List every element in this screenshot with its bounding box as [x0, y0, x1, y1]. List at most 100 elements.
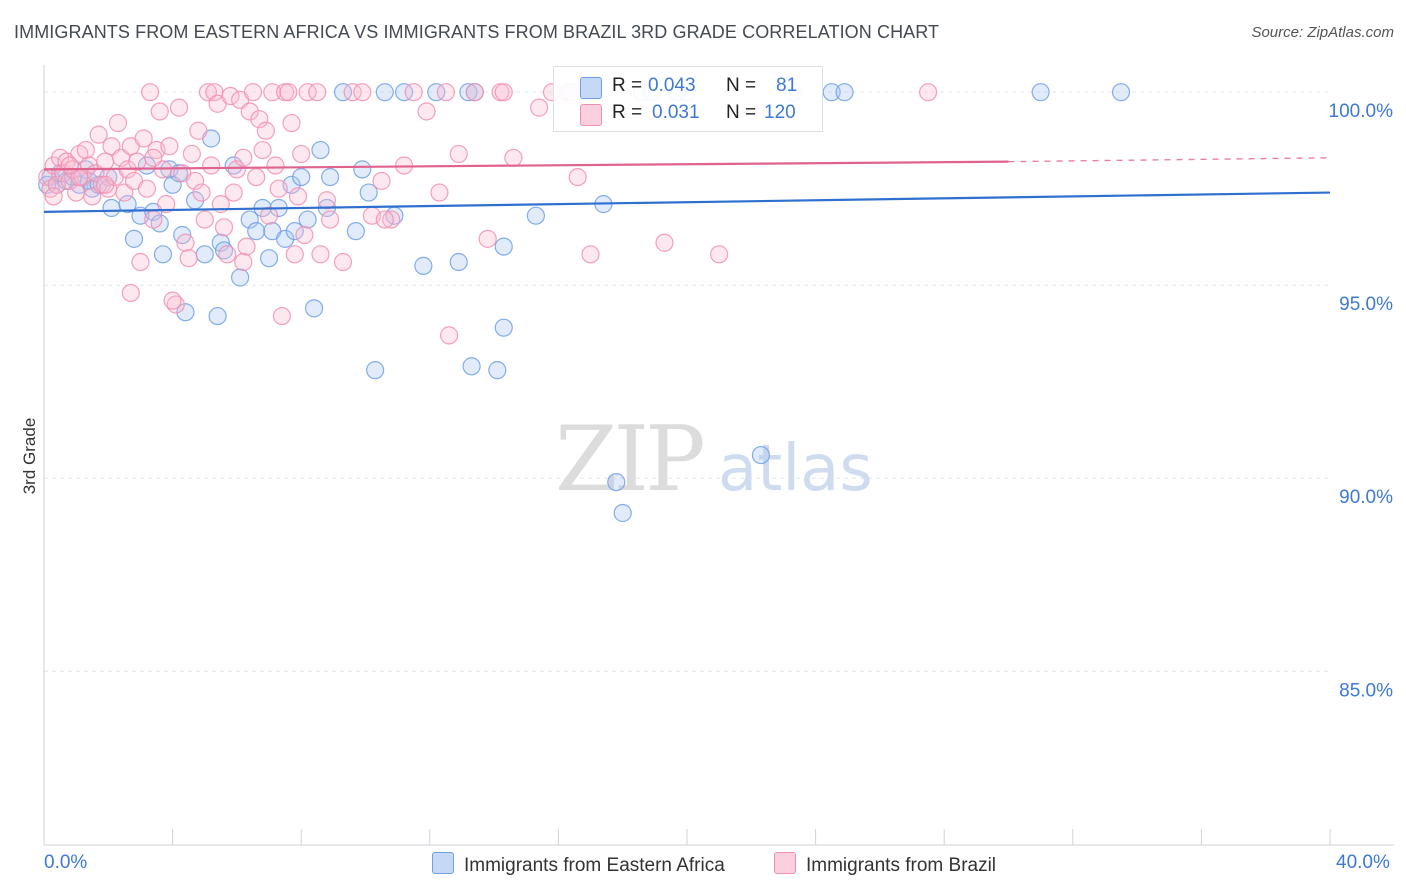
- brazil-point: [530, 98, 549, 117]
- brazil-point: [121, 283, 140, 303]
- brazil-point: [192, 183, 211, 202]
- brazil-point: [179, 249, 198, 268]
- eastern-africa-point: [359, 183, 378, 202]
- brazil-point: [292, 144, 311, 164]
- x-tick-label-min: 0.0%: [44, 852, 88, 873]
- chart-source: Source: ZipAtlas.com: [1251, 24, 1394, 41]
- eastern-africa-point: [124, 229, 144, 248]
- brazil-point: [182, 144, 201, 164]
- eastern-africa-point: [1031, 83, 1050, 102]
- brazil-point: [67, 183, 86, 202]
- brazil-point: [417, 102, 436, 121]
- brazil-point: [272, 306, 292, 326]
- brazil-point: [494, 83, 513, 102]
- eastern-africa-point: [459, 83, 478, 102]
- correlation-legend: R = 0.043 N = 81 R = 0.031 N = 120: [553, 66, 823, 132]
- brazil-point: [247, 167, 266, 187]
- brazil-point: [137, 179, 156, 198]
- brazil-point: [321, 210, 340, 229]
- brazil-point: [382, 210, 401, 229]
- brazil-point: [449, 144, 468, 164]
- brazil-point: [250, 110, 269, 129]
- brazil-point: [504, 148, 523, 167]
- eastern-africa-point: [333, 83, 353, 102]
- legend-r-label: R =: [612, 102, 643, 123]
- eastern-africa-point: [298, 210, 317, 229]
- brazil-point: [95, 175, 115, 194]
- brazil-point: [234, 252, 253, 272]
- legend-n-value: 120: [764, 102, 796, 123]
- brazil-point: [44, 187, 63, 206]
- brazil-point: [102, 137, 121, 156]
- bottom-legend-label: Immigrants from Brazil: [806, 855, 997, 876]
- brazil-point: [140, 83, 160, 102]
- brazil-point: [160, 137, 179, 156]
- eastern-africa-point: [292, 167, 311, 187]
- brazil-point: [430, 183, 449, 202]
- chart-title: IMMIGRANTS FROM EASTERN AFRICA VS IMMIGR…: [14, 22, 940, 42]
- eastern-africa-point: [414, 256, 433, 275]
- eastern-africa-point: [462, 357, 481, 376]
- brazil-point: [404, 83, 423, 102]
- brazil-point: [269, 179, 288, 198]
- x-tick-label-max: 40.0%: [1336, 852, 1390, 873]
- eastern-africa-point: [231, 268, 250, 287]
- brazil-point: [568, 167, 587, 187]
- brazil-point: [224, 183, 243, 202]
- trend-lines: [43, 157, 1331, 213]
- gridlines: [44, 91, 1330, 672]
- brazil-point: [710, 245, 729, 264]
- brazil-point: [439, 326, 459, 345]
- brazil-point: [163, 291, 182, 310]
- brazil-point: [108, 113, 128, 133]
- legend-r-value: 0.031: [652, 102, 700, 123]
- brazil-point: [115, 183, 134, 202]
- eastern-africa-trend-line: [43, 191, 1331, 213]
- brazil-point: [465, 83, 484, 102]
- bottom-legend-swatch-pink: [774, 852, 796, 874]
- brazil-point: [83, 187, 102, 206]
- brazil-point: [176, 233, 195, 252]
- eastern-africa-point: [822, 83, 841, 102]
- brazil-point: [372, 171, 391, 191]
- eastern-africa-point: [195, 245, 214, 264]
- eastern-africa-point: [427, 83, 446, 102]
- svg-text:atlas: atlas: [718, 432, 873, 506]
- brazil-point: [266, 156, 285, 175]
- brazil-point: [353, 83, 372, 102]
- legend-swatch-pink: [580, 104, 602, 126]
- eastern-africa-point: [118, 195, 137, 214]
- brazil-point: [919, 83, 938, 102]
- eastern-africa-point: [285, 222, 304, 241]
- brazil-point: [186, 171, 205, 191]
- brazil-point: [234, 148, 253, 167]
- y-tick-label: 95.0%: [1339, 294, 1393, 315]
- brazil-point: [375, 210, 394, 229]
- brazil-point: [76, 140, 95, 160]
- brazil-point: [150, 102, 169, 121]
- brazil-point: [285, 245, 304, 264]
- series-eastern-africa-points: [38, 83, 1131, 523]
- brazil-point: [202, 156, 221, 175]
- eastern-africa-point: [751, 445, 771, 465]
- brazil-trend-line: [43, 160, 1009, 171]
- brazil-point: [134, 129, 153, 148]
- brazil-point: [253, 140, 272, 160]
- brazil-point: [478, 229, 497, 248]
- legend-r-label: R =: [612, 75, 643, 96]
- eastern-africa-point: [163, 175, 182, 194]
- bottom-legend-label: Immigrants from Eastern Africa: [464, 855, 725, 876]
- eastern-africa-point: [607, 472, 626, 492]
- brazil-point: [333, 252, 353, 272]
- watermark: ZIP atlas: [555, 407, 873, 512]
- bottom-legend-brazil: Immigrants from Brazil: [774, 852, 996, 877]
- eastern-africa-point: [304, 299, 324, 318]
- eastern-africa-point: [176, 303, 195, 322]
- brazil-point: [259, 206, 279, 225]
- brazil-point: [243, 83, 263, 102]
- legend-r-value: 0.043: [648, 75, 696, 96]
- eastern-africa-point: [240, 210, 259, 229]
- svg-text:ZIP: ZIP: [555, 407, 703, 512]
- eastern-africa-point: [102, 198, 121, 218]
- eastern-africa-point: [153, 245, 173, 264]
